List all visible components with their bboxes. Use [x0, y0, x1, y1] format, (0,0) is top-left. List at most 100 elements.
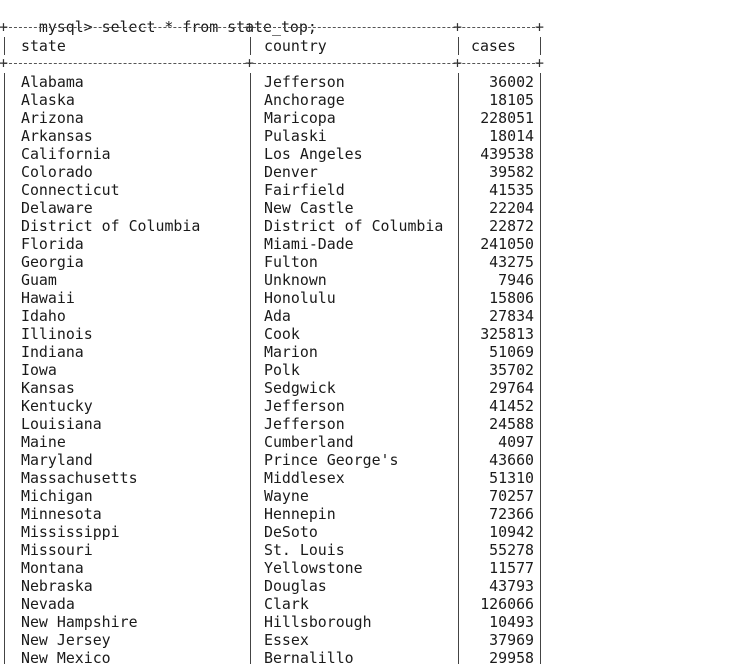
cell-cases: 18014 [489, 127, 534, 145]
cell-state: Guam [21, 271, 57, 289]
cell-state: Arkansas [21, 127, 93, 145]
cell-cases: 22204 [489, 199, 534, 217]
cell-cases: 27834 [489, 307, 534, 325]
table-corner: + [535, 18, 544, 36]
cell-country: Wayne [264, 487, 309, 505]
cell-country: Hillsborough [264, 613, 372, 631]
cell-state: Kansas [21, 379, 75, 397]
cell-cases: 72366 [489, 505, 534, 523]
cell-country: Polk [264, 361, 300, 379]
cell-cases: 7946 [498, 271, 534, 289]
cell-country: Miami-Dade [264, 235, 354, 253]
table-corner: + [245, 18, 254, 36]
cell-country: Denver [264, 163, 318, 181]
cell-cases: 22872 [489, 217, 534, 235]
column-separator [540, 37, 541, 55]
cell-country: Maricopa [264, 109, 336, 127]
cell-cases: 439538 [480, 145, 534, 163]
cell-state: Michigan [21, 487, 93, 505]
column-separator [540, 73, 541, 664]
table-corner: + [535, 54, 544, 72]
table-corner: + [0, 54, 8, 72]
command-line: mysql> select * from state_top; [3, 0, 317, 36]
cell-state: Florida [21, 235, 84, 253]
cell-country: Fulton [264, 253, 318, 271]
cell-state: Indiana [21, 343, 84, 361]
cell-state: Alabama [21, 73, 84, 91]
cell-cases: 55278 [489, 541, 534, 559]
cell-cases: 228051 [480, 109, 534, 127]
column-header-country: country [264, 37, 327, 55]
cell-state: Nebraska [21, 577, 93, 595]
cell-cases: 43793 [489, 577, 534, 595]
cell-state: Connecticut [21, 181, 120, 199]
cell-state: Nevada [21, 595, 75, 613]
cell-country: Anchorage [264, 91, 345, 109]
cell-country: Pulaski [264, 127, 327, 145]
cell-country: Clark [264, 595, 309, 613]
cell-state: Idaho [21, 307, 66, 325]
cell-cases: 29764 [489, 379, 534, 397]
column-separator [458, 37, 459, 55]
cell-cases: 35702 [489, 361, 534, 379]
cell-cases: 18105 [489, 91, 534, 109]
cell-country: Yellowstone [264, 559, 363, 577]
cell-state: Arizona [21, 109, 84, 127]
cell-country: Cumberland [264, 433, 354, 451]
cell-country: Ada [264, 307, 291, 325]
cell-country: Marion [264, 343, 318, 361]
column-separator [4, 73, 5, 664]
cell-state: Massachusetts [21, 469, 138, 487]
cell-cases: 51069 [489, 343, 534, 361]
cell-cases: 241050 [480, 235, 534, 253]
cell-state: New Hampshire [21, 613, 138, 631]
table-top-border [4, 27, 540, 28]
cell-country: St. Louis [264, 541, 345, 559]
column-header-cases: cases [471, 37, 516, 55]
cell-country: Jefferson [264, 415, 345, 433]
cell-cases: 41535 [489, 181, 534, 199]
cell-cases: 37969 [489, 631, 534, 649]
cell-state: Missouri [21, 541, 93, 559]
column-separator [4, 37, 5, 55]
cell-state: California [21, 145, 111, 163]
column-separator [250, 37, 251, 55]
cell-state: Maryland [21, 451, 93, 469]
cell-country: Los Angeles [264, 145, 363, 163]
cell-state: Minnesota [21, 505, 102, 523]
cell-country: Honolulu [264, 289, 336, 307]
cell-country: Douglas [264, 577, 327, 595]
cell-country: Cook [264, 325, 300, 343]
cell-cases: 29958 [489, 649, 534, 664]
cell-country: Prince George's [264, 451, 399, 469]
cell-state: Iowa [21, 361, 57, 379]
cell-cases: 11577 [489, 559, 534, 577]
cell-cases: 36002 [489, 73, 534, 91]
table-corner: + [453, 54, 462, 72]
cell-state: Kentucky [21, 397, 93, 415]
cell-country: Unknown [264, 271, 327, 289]
cell-state: Alaska [21, 91, 75, 109]
cell-country: Hennepin [264, 505, 336, 523]
cell-cases: 10493 [489, 613, 534, 631]
cell-cases: 43275 [489, 253, 534, 271]
cell-cases: 15806 [489, 289, 534, 307]
table-corner: + [0, 18, 8, 36]
cell-cases: 39582 [489, 163, 534, 181]
cell-state: Illinois [21, 325, 93, 343]
cell-country: Bernalillo [264, 649, 354, 664]
cell-country: Jefferson [264, 397, 345, 415]
cell-state: Delaware [21, 199, 93, 217]
cell-state: Georgia [21, 253, 84, 271]
cell-state: Hawaii [21, 289, 75, 307]
cell-cases: 51310 [489, 469, 534, 487]
table-corner: + [245, 54, 254, 72]
cell-country: Sedgwick [264, 379, 336, 397]
cell-country: Essex [264, 631, 309, 649]
column-separator [250, 73, 251, 664]
table-header-border [4, 63, 540, 64]
cell-country: Jefferson [264, 73, 345, 91]
table-corner: + [453, 18, 462, 36]
cell-cases: 126066 [480, 595, 534, 613]
